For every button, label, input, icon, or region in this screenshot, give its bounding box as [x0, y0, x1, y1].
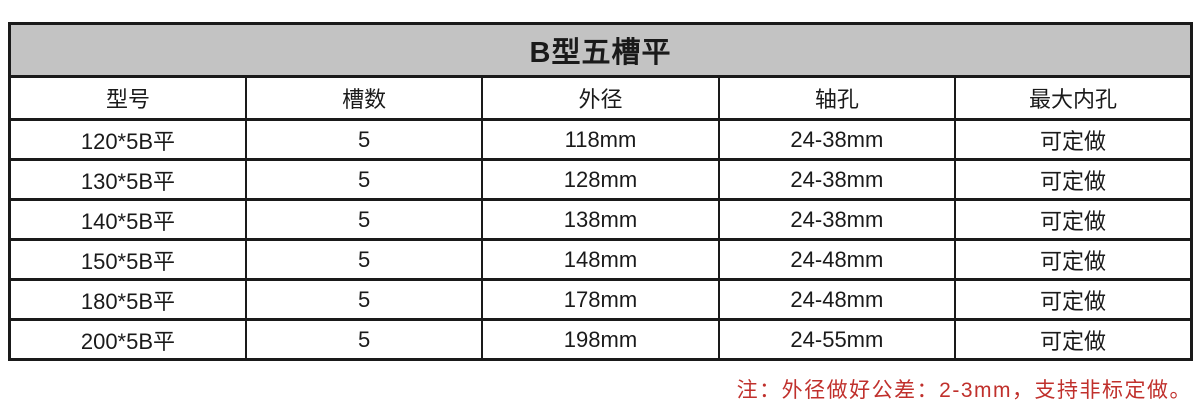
- table-cell: 200*5B平: [8, 318, 247, 361]
- table-row: 130*5B平 5 128mm 24-38mm 可定做: [8, 158, 1193, 201]
- table-cell: 可定做: [954, 198, 1193, 241]
- table-cell: 5: [244, 158, 484, 201]
- table-cell: 120*5B平: [8, 118, 247, 161]
- table-row: 120*5B平 5 118mm 24-38mm 可定做: [8, 118, 1193, 161]
- table-cell: 5: [244, 198, 484, 241]
- table-row: 150*5B平 5 148mm 24-48mm 可定做: [8, 238, 1193, 281]
- table-cell: 5: [244, 118, 484, 161]
- table-cell: 130*5B平: [8, 158, 247, 201]
- column-header: 槽数: [244, 75, 484, 121]
- table-cell: 24-38mm: [717, 198, 957, 241]
- note-text: 注：外径做好公差：2-3mm，支持非标定做。: [736, 379, 1192, 402]
- table-cell: 24-55mm: [717, 318, 957, 361]
- table-cell: 可定做: [954, 318, 1193, 361]
- spec-table: B型五槽平 型号 槽数 外径 轴孔 最大内孔 120*5B平 5 118mm 24-38mm 可…: [8, 22, 1193, 361]
- table-cell: 198mm: [481, 318, 720, 361]
- table-cell: 5: [244, 318, 484, 361]
- table-row: 140*5B平 5 138mm 24-38mm 可定做: [8, 198, 1193, 241]
- column-header: 型号: [8, 75, 247, 121]
- table-title: B型五槽平: [8, 22, 1193, 78]
- table-cell: 138mm: [481, 198, 720, 241]
- table-title-row: B型五槽平: [8, 22, 1193, 78]
- table-cell: 140*5B平: [8, 198, 247, 241]
- table-cell: 可定做: [954, 158, 1193, 201]
- table-header-row: 型号 槽数 外径 轴孔 最大内孔: [8, 75, 1193, 121]
- table-cell: 150*5B平: [8, 238, 247, 281]
- table-cell: 24-48mm: [717, 278, 957, 321]
- table-cell: 178mm: [481, 278, 720, 321]
- table-cell: 5: [244, 278, 484, 321]
- table-row: 180*5B平 5 178mm 24-48mm 可定做: [8, 278, 1193, 321]
- table-cell: 118mm: [481, 118, 720, 161]
- column-header: 轴孔: [717, 75, 957, 121]
- column-header: 外径: [481, 75, 720, 121]
- table-cell: 可定做: [954, 118, 1193, 161]
- table-cell: 128mm: [481, 158, 720, 201]
- table-cell: 可定做: [954, 278, 1193, 321]
- table-cell: 180*5B平: [8, 278, 247, 321]
- table-cell: 148mm: [481, 238, 720, 281]
- table-body: 120*5B平 5 118mm 24-38mm 可定做 130*5B平 5 128mm 24-3…: [8, 118, 1193, 361]
- table-cell: 24-48mm: [717, 238, 957, 281]
- table-cell: 24-38mm: [717, 158, 957, 201]
- table-cell: 24-38mm: [717, 118, 957, 161]
- column-header: 最大内孔: [954, 75, 1193, 121]
- table-cell: 可定做: [954, 238, 1193, 281]
- table-cell: 5: [244, 238, 484, 281]
- table-row: 200*5B平 5 198mm 24-55mm 可定做: [8, 318, 1193, 361]
